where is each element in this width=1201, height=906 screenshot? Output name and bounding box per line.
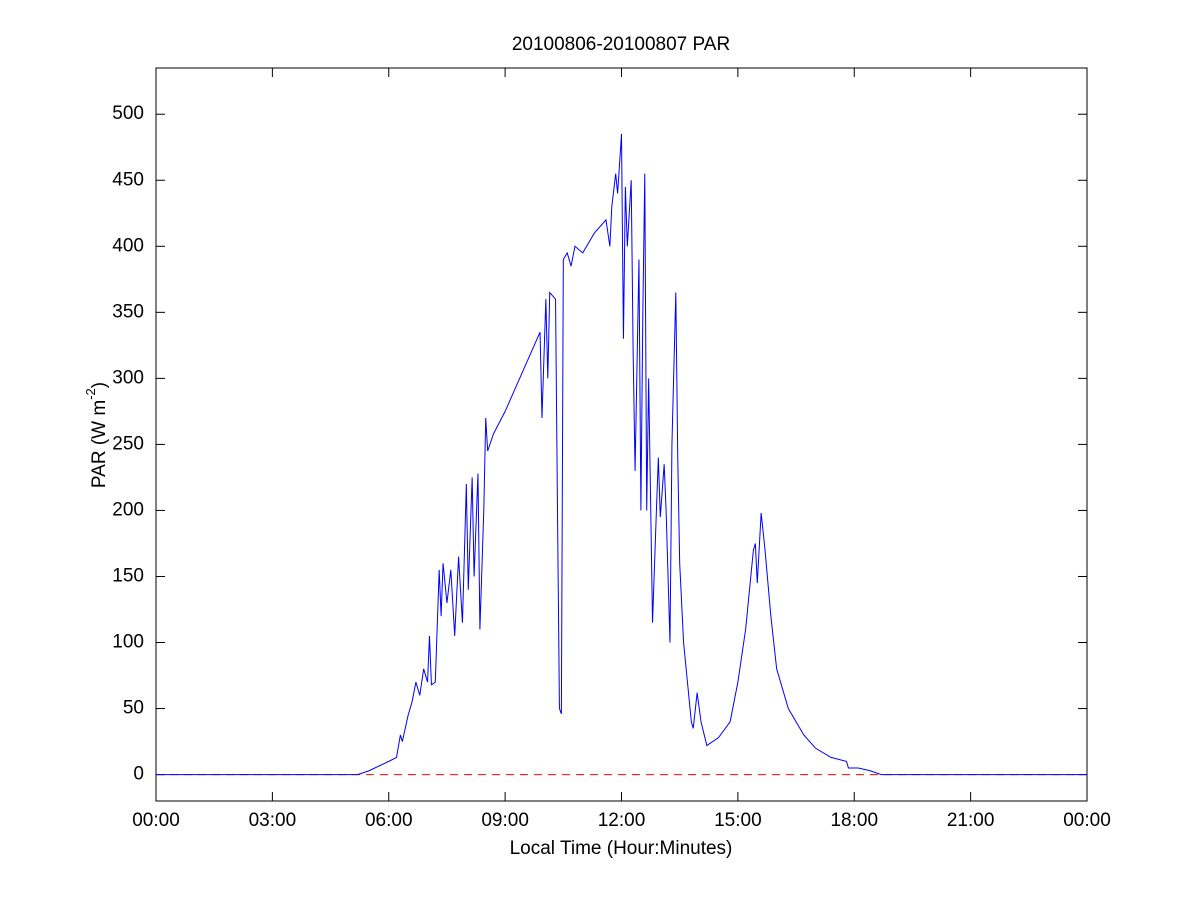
x-tick-label: 03:00 (249, 810, 297, 831)
x-tick-label: 00:00 (1063, 810, 1111, 831)
y-tick-label: 100 (112, 632, 144, 653)
y-tick-label: 50 (123, 698, 144, 719)
y-axis-label-text: PAR (W m (89, 400, 110, 488)
x-tick-label: 12:00 (598, 810, 646, 831)
y-tick-label: 500 (112, 103, 144, 124)
chart-title: 20100806-20100807 PAR (512, 34, 730, 55)
x-tick-label: 15:00 (714, 810, 762, 831)
x-tick-label: 21:00 (947, 810, 995, 831)
x-tick-label: 06:00 (365, 810, 413, 831)
y-tick-label: 400 (112, 235, 144, 256)
y-tick-label: 450 (112, 169, 144, 190)
x-tick-label: 18:00 (830, 810, 878, 831)
y-tick-label: 150 (112, 565, 144, 586)
y-tick-label: 250 (112, 433, 144, 454)
y-tick-label: 300 (112, 367, 144, 388)
y-tick-label: 200 (112, 499, 144, 520)
y-tick-label: 350 (112, 301, 144, 322)
x-axis-label: Local Time (Hour:Minutes) (510, 838, 733, 859)
x-tick-label: 00:00 (132, 810, 180, 831)
y-axis-label-end: ) (89, 382, 110, 388)
y-axis-label: PAR (W m-2) (83, 382, 110, 488)
y-axis-label-sup: -2 (83, 388, 98, 400)
data-line (156, 134, 1087, 776)
y-tick-label: 0 (133, 764, 144, 785)
x-tick-label: 09:00 (481, 810, 529, 831)
